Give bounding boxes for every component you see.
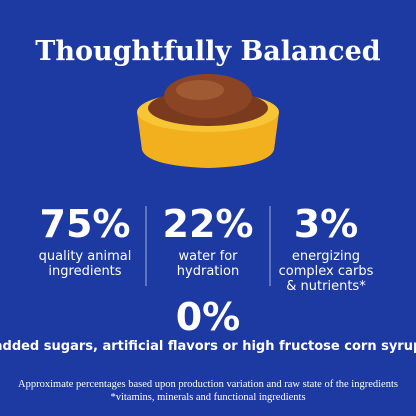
footnote: *vitamins, minerals and functional ingre…: [110, 392, 305, 403]
footnote: Approximate percentages based upon produ…: [18, 379, 398, 390]
highlight-label: added sugars, artificial flavors or high…: [0, 339, 416, 354]
stat-label: water for: [178, 249, 238, 264]
stat-label: hydration: [177, 264, 239, 279]
stat-value: 22%: [163, 202, 254, 246]
stat-label: & nutrients*: [286, 279, 366, 294]
highlight-value: 0%: [176, 295, 241, 339]
stat-label: ingredients: [48, 264, 121, 279]
stat-value: 75%: [40, 202, 131, 246]
stat-label: quality animal: [39, 249, 132, 264]
stat-label: energizing: [292, 249, 360, 264]
stat-value: 3%: [294, 202, 359, 246]
title: Thoughtfully Balanced: [35, 36, 381, 67]
bowl: [137, 74, 279, 168]
stat-label: complex carbs: [279, 264, 374, 279]
